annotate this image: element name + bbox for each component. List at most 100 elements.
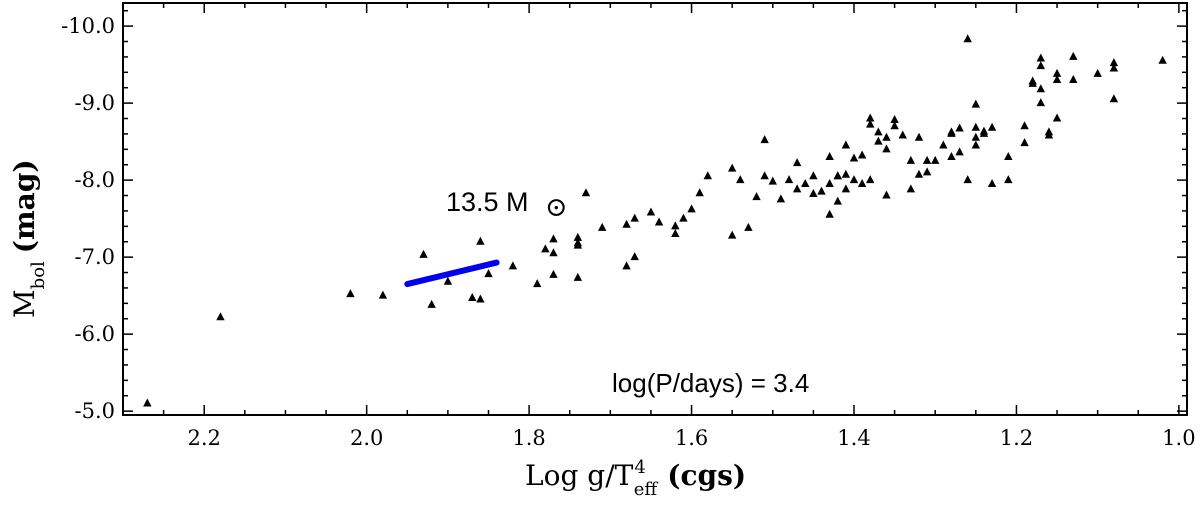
data-point xyxy=(874,127,883,136)
data-point xyxy=(768,176,777,185)
period-annotation: log(P/days) = 3.4 xyxy=(612,368,809,398)
data-point xyxy=(671,229,680,238)
data-point xyxy=(378,290,388,299)
data-point xyxy=(216,312,225,321)
data-point xyxy=(825,178,834,187)
sun-symbol: ⊙ xyxy=(545,192,568,223)
data-point xyxy=(866,175,875,184)
data-point xyxy=(671,221,680,230)
y-axis-label: Mbol(mag) xyxy=(8,159,49,318)
data-point xyxy=(833,171,842,180)
data-point xyxy=(1044,130,1054,139)
data-point xyxy=(143,398,152,407)
data-point xyxy=(484,269,493,278)
data-point xyxy=(914,132,924,141)
data-point xyxy=(809,188,818,197)
data-point xyxy=(752,192,761,201)
data-point xyxy=(622,219,631,228)
x-tick-label: 1.0 xyxy=(1162,426,1195,450)
data-point xyxy=(914,169,924,178)
data-point xyxy=(630,252,639,261)
data-point xyxy=(549,269,558,278)
data-point xyxy=(679,213,688,222)
data-point xyxy=(963,34,972,43)
data-point xyxy=(1028,78,1037,87)
data-point xyxy=(817,186,826,195)
data-point xyxy=(468,292,477,301)
data-point xyxy=(906,184,916,193)
y-tick-label: -10.0 xyxy=(61,14,115,38)
data-point xyxy=(874,136,883,145)
y-tick-label: -9.0 xyxy=(75,91,116,115)
data-point xyxy=(476,236,485,245)
data-point xyxy=(809,171,818,180)
data-point xyxy=(622,261,631,270)
data-point xyxy=(687,204,696,213)
data-point xyxy=(541,244,550,253)
x-tick-label: 2.0 xyxy=(350,426,383,450)
data-point xyxy=(508,261,518,270)
data-point xyxy=(1109,94,1119,103)
data-point xyxy=(898,130,907,139)
y-tick-label: -6.0 xyxy=(75,322,116,346)
data-point xyxy=(801,178,810,187)
data-point xyxy=(857,150,867,159)
data-point xyxy=(971,132,981,141)
data-point xyxy=(947,152,956,161)
data-point xyxy=(1093,68,1102,77)
data-point xyxy=(549,248,558,257)
data-point xyxy=(971,122,981,131)
data-point xyxy=(1004,152,1013,161)
data-point xyxy=(987,122,997,131)
data-point xyxy=(882,132,891,141)
data-point xyxy=(1020,138,1029,147)
data-point xyxy=(346,289,355,298)
y-tick-label: -5.0 xyxy=(75,399,116,423)
data-point xyxy=(906,155,916,164)
data-point xyxy=(931,155,940,164)
data-point xyxy=(1036,98,1046,107)
data-point xyxy=(1052,68,1062,77)
data-point xyxy=(890,115,899,124)
data-point xyxy=(792,158,802,167)
data-point xyxy=(792,184,802,193)
data-point xyxy=(1052,113,1062,122)
data-point xyxy=(533,279,542,288)
data-point xyxy=(947,128,956,137)
data-point xyxy=(882,190,891,199)
data-points xyxy=(143,34,1167,407)
x-axis-label: Log g/T4 eff (cgs) xyxy=(525,457,746,500)
data-point xyxy=(760,171,769,180)
data-point xyxy=(427,299,436,308)
data-point xyxy=(695,188,704,197)
y-tick-label: -7.0 xyxy=(75,245,116,269)
data-point xyxy=(1004,175,1013,184)
data-point xyxy=(922,155,932,164)
data-point xyxy=(776,194,786,203)
mass-track-label: 13.5 M xyxy=(446,187,529,217)
data-point xyxy=(419,249,428,258)
data-point xyxy=(825,152,834,161)
data-point xyxy=(1158,55,1167,64)
data-point xyxy=(1052,75,1062,84)
x-tick-label: 1.6 xyxy=(675,426,708,450)
data-point xyxy=(987,178,997,187)
x-tick-label: 1.8 xyxy=(512,426,545,450)
data-point xyxy=(866,119,875,128)
data-point xyxy=(1020,121,1029,130)
mass-track-line xyxy=(404,259,500,288)
data-point xyxy=(703,171,712,180)
data-point xyxy=(1036,61,1046,70)
data-point xyxy=(825,209,834,218)
data-point xyxy=(573,272,583,281)
data-point xyxy=(573,240,583,249)
data-point xyxy=(744,222,753,231)
data-point xyxy=(841,184,851,193)
data-point xyxy=(857,178,867,187)
data-point xyxy=(890,121,899,130)
data-point xyxy=(598,222,607,231)
x-tick-label: 1.2 xyxy=(1000,426,1033,450)
data-point xyxy=(760,135,769,144)
data-point xyxy=(971,99,981,108)
data-point xyxy=(833,196,842,205)
